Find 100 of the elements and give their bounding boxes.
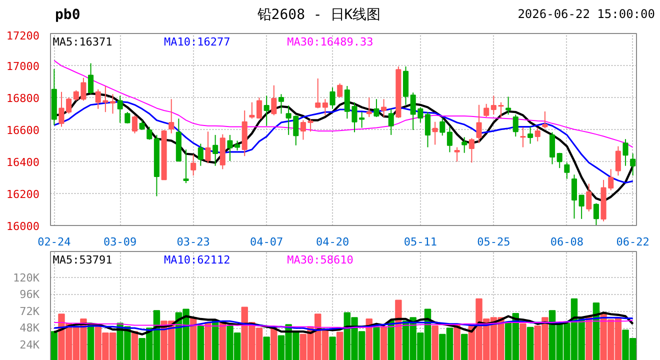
candlestick: [468, 138, 474, 164]
candlestick: [256, 97, 262, 120]
candlestick: [454, 146, 460, 162]
y-tick-label: 16400: [6, 156, 40, 169]
line-series: [54, 320, 634, 329]
x-tick-label: 06-08: [550, 236, 584, 248]
bar: [131, 331, 138, 360]
candlestick: [117, 95, 123, 124]
x-tick-label: 05-11: [404, 236, 437, 248]
candlestick: [571, 174, 578, 220]
y-tick-label: 72K: [20, 304, 40, 318]
candlestick: [388, 108, 394, 136]
text: MA30:16489.33: [287, 36, 374, 48]
candlestick: [615, 146, 621, 176]
x-tick-label: 04-20: [316, 236, 350, 248]
candlestick: [124, 112, 130, 124]
candlestick: [586, 183, 592, 212]
candlestick: [630, 153, 636, 176]
x-tick-label: 02-24: [38, 236, 72, 248]
bar: [380, 326, 388, 360]
candlestick: [146, 126, 152, 140]
bar: [526, 326, 534, 360]
candlestick: [440, 117, 446, 136]
candlestick: [520, 126, 526, 148]
bar: [395, 300, 402, 360]
text: MA10:62112: [164, 254, 230, 266]
candlestick: [556, 152, 562, 169]
candlestick: [534, 127, 540, 142]
bar: [263, 336, 270, 360]
bar: [432, 325, 438, 360]
candlestick: [476, 104, 482, 144]
candlestick: [330, 87, 336, 110]
y-tick-label: 17000: [6, 60, 40, 73]
bar: [454, 324, 460, 360]
text: MA10:16277: [164, 36, 230, 48]
candlestick: [322, 98, 328, 116]
candlestick: [337, 82, 343, 98]
bar: [270, 326, 278, 360]
bar: [50, 331, 58, 360]
y-tick-label: 16800: [6, 92, 40, 105]
text: MA5:53791: [52, 254, 112, 266]
candlestick: [212, 134, 218, 166]
candlestick: [593, 202, 599, 226]
candlestick: [190, 154, 196, 176]
candlestick: [132, 114, 138, 134]
line-series: [53, 312, 634, 336]
bar: [329, 336, 336, 360]
candlestick: [512, 114, 518, 138]
y-tick-label: 16600: [6, 124, 40, 137]
candlestick: [432, 121, 438, 146]
candlestick: [139, 120, 145, 130]
candlestick: [528, 126, 534, 144]
y-tick-label: 16200: [6, 188, 40, 201]
text: MA5:16371: [52, 36, 112, 48]
candlestick: [315, 78, 321, 109]
bar: [461, 334, 468, 360]
candlestick: [578, 194, 584, 220]
bar: [520, 323, 526, 360]
candlestick: [88, 62, 94, 95]
chart-title: 铅2608 - 日K线图: [257, 6, 381, 25]
candlestick: [168, 98, 174, 134]
candlestick: [234, 140, 240, 151]
candlestick: [462, 136, 468, 154]
x-tick-label: 06-22: [616, 236, 650, 248]
bar: [366, 318, 372, 360]
x-tick-label: 04-07: [250, 236, 284, 248]
candlestick: [249, 102, 255, 120]
text: pb0: [55, 6, 80, 25]
candlestick: [549, 132, 556, 165]
candlestick: [542, 110, 548, 129]
candlestick: [183, 149, 189, 184]
candlestick: [308, 118, 314, 132]
bar: [204, 322, 212, 360]
candlestick: [110, 94, 116, 114]
candlestick: [564, 162, 570, 180]
x-tick-label: 03-23: [176, 236, 210, 248]
candlestick: [424, 112, 431, 148]
y-tick-label: 17200: [6, 30, 40, 42]
y-tick-label: 96K: [20, 288, 40, 302]
candlestick: [366, 97, 372, 118]
bar: [336, 332, 344, 360]
y-tick-label: 120K: [13, 271, 40, 284]
candlestick: [622, 138, 628, 166]
candlestick: [506, 96, 512, 116]
x-tick-label: 05-25: [477, 236, 510, 248]
line-series: [53, 316, 634, 331]
candlestick: [381, 98, 387, 118]
bar: [197, 325, 204, 360]
candlestick: [300, 120, 306, 140]
bar: [212, 320, 219, 360]
candlestick: [271, 84, 277, 116]
text: 2026-06-22 15:00:00: [518, 6, 655, 24]
y-tick-label: 16000: [6, 220, 40, 233]
candlestick: [264, 95, 270, 126]
bar: [190, 317, 197, 360]
candlestick: [484, 103, 490, 118]
bar: [373, 326, 380, 360]
candlestick: [205, 131, 211, 164]
y-tick-label: 48K: [20, 322, 40, 335]
candlestick: [446, 126, 452, 153]
